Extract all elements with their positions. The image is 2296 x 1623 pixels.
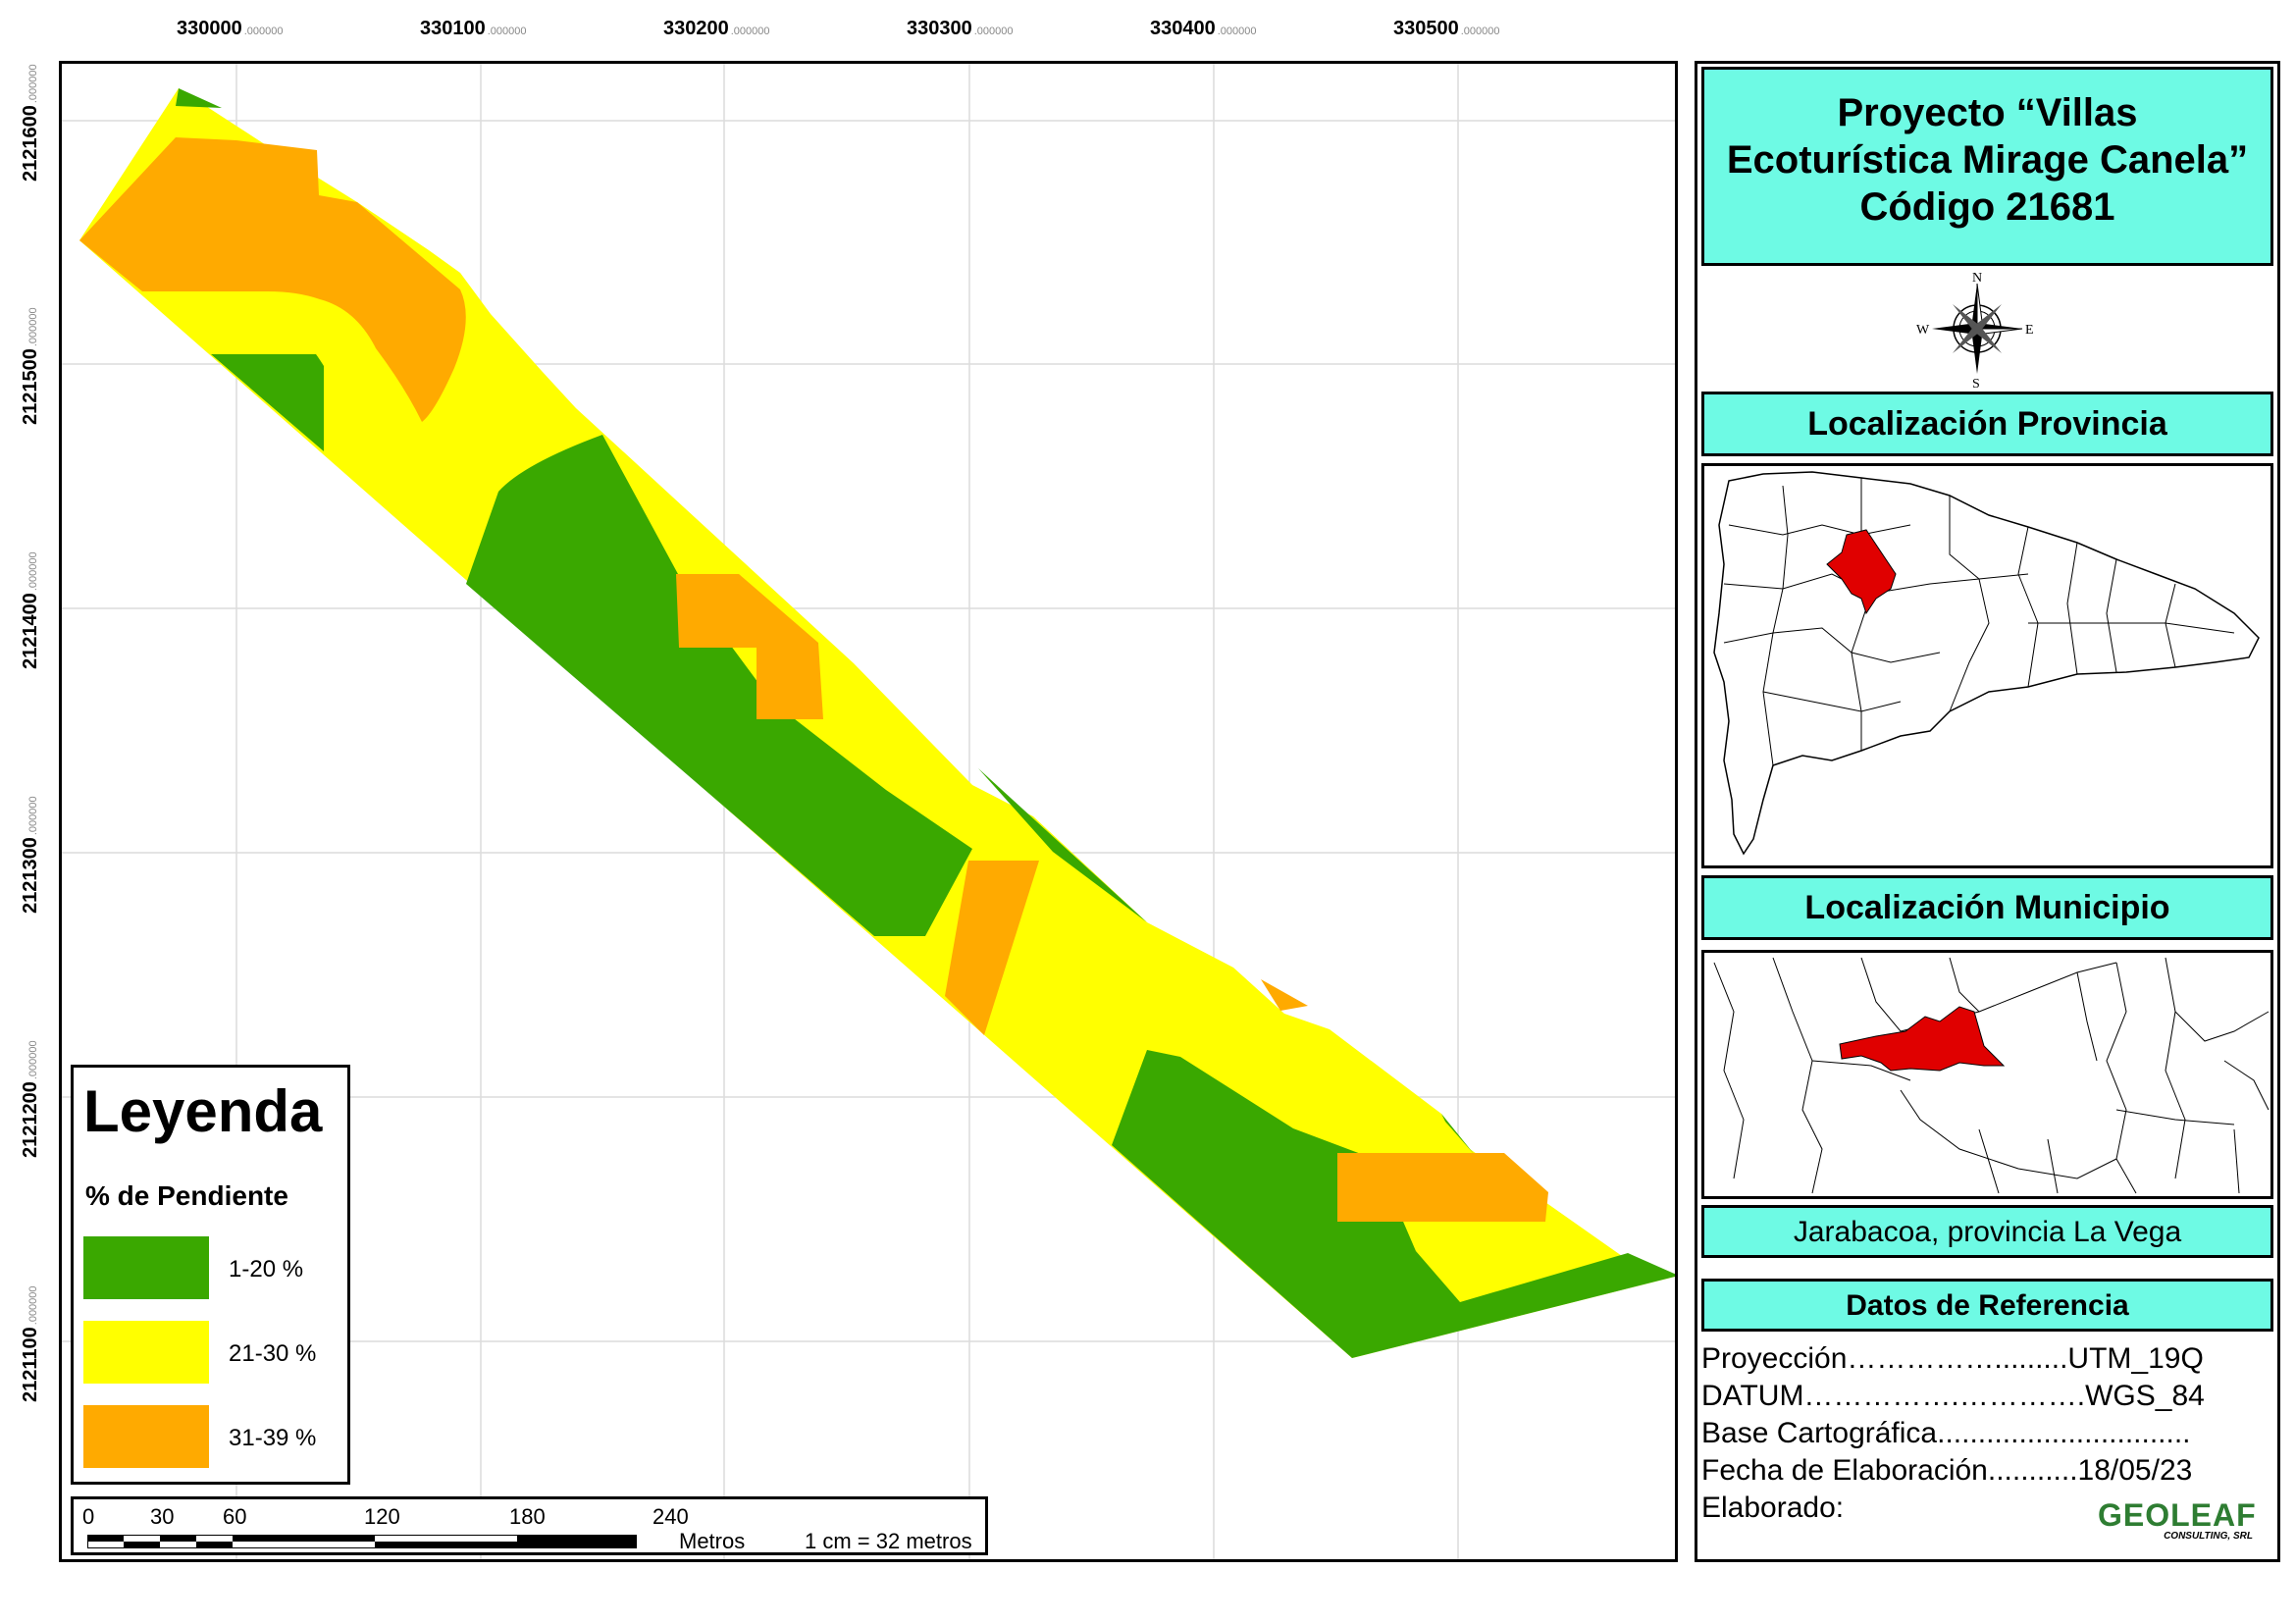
scale-bar: 0 30 60 120 180 240 Metros 1 cm = 32 met… (71, 1496, 988, 1555)
compass-rose-icon: N S W E (1916, 271, 2034, 388)
scale-unit: Metros (679, 1529, 746, 1553)
reference-line-base: Base Cartográfica.......................… (1701, 1417, 2191, 1449)
slope-zone-1-20 (466, 435, 972, 936)
logo-sub: CONSULTING, SRL (2164, 1531, 2253, 1542)
municipality-map-graphic (1713, 957, 2270, 1194)
municipality-highlight (1839, 1006, 2006, 1072)
location-label: Jarabacoa, provincia La Vega (1701, 1205, 2273, 1258)
scale-graphic (87, 1535, 637, 1548)
slope-zone-21-30 (79, 88, 1675, 1358)
scale-tick: 240 (652, 1504, 689, 1529)
scale-tick: 60 (223, 1504, 247, 1529)
compass-s: S (1972, 377, 1980, 388)
legend-swatch-green (83, 1236, 209, 1299)
geoleaf-logo: GEOLEAF CONSULTING, SRL (2098, 1499, 2265, 1558)
x-tick-label: 330500.000000 (1393, 18, 1500, 39)
compass-n: N (1972, 271, 1982, 286)
compass-w: W (1916, 323, 1930, 338)
logo-name: GEOLEAF (2098, 1497, 2257, 1533)
slope-zone-31-39 (1261, 979, 1308, 1011)
slope-map (62, 64, 1675, 1559)
municipio-header: Localización Municipio (1701, 875, 2273, 940)
province-highlight (1826, 529, 1897, 615)
slope-zone-31-39 (676, 574, 823, 719)
slope-zone-1-20 (978, 768, 1147, 922)
slope-zone-1-20 (211, 354, 324, 451)
reference-line-datum: DATUM…………….………….WGS_84 (1701, 1380, 2205, 1412)
slope-zone-31-39 (79, 137, 466, 422)
reference-line-author: Elaborado: (1701, 1492, 1845, 1524)
legend-swatch-orange (83, 1405, 209, 1468)
x-tick-label: 330400.000000 (1150, 18, 1257, 39)
title-box: Proyecto “Villas Ecoturística Mirage Can… (1701, 67, 2273, 266)
map-legend: Leyenda % de Pendiente 1-20 % 21-30 % 31… (71, 1065, 350, 1485)
scale-ratio: 1 cm = 32 metros (805, 1529, 972, 1553)
province-map-graphic (1713, 471, 2260, 856)
legend-swatch-yellow (83, 1321, 209, 1384)
x-tick-label: 330000.000000 (177, 18, 284, 39)
scale-tick: 120 (364, 1504, 400, 1529)
y-tick-label: 2121100.000000 (20, 1285, 41, 1402)
legend-label: 31-39 % (229, 1425, 317, 1451)
reference-header: Datos de Referencia (1701, 1279, 2273, 1332)
reference-line-date: Fecha de Elaboración...........18/05/23 (1701, 1454, 2193, 1487)
title-line: Código 21681 (1859, 185, 2115, 229)
slope-zone-1-20 (1441, 1114, 1475, 1155)
legend-label: 1-20 % (229, 1256, 304, 1283)
slope-zone-1-20 (176, 88, 222, 108)
provincia-header: Localización Provincia (1701, 392, 2273, 456)
compass-e: E (2025, 323, 2034, 338)
x-tick-label: 330300.000000 (907, 18, 1014, 39)
x-tick-label: 330100.000000 (420, 18, 527, 39)
scale-tick: 180 (509, 1504, 546, 1529)
slope-zone-31-39 (1337, 1153, 1548, 1222)
title-line: Ecoturística Mirage Canela” (1726, 138, 2249, 182)
municipality-locator-map[interactable] (1701, 950, 2273, 1199)
scale-tick: 0 (82, 1504, 95, 1529)
legend-label: 21-30 % (229, 1340, 317, 1367)
scale-tick: 30 (150, 1504, 175, 1529)
slope-zone-31-39 (945, 861, 1039, 1035)
title-line: Proyecto “Villas (1837, 91, 2138, 134)
x-tick-label: 330200.000000 (663, 18, 770, 39)
legend-subtitle: % de Pendiente (85, 1180, 288, 1211)
legend-title: Leyenda (83, 1078, 323, 1144)
province-locator-map[interactable] (1701, 463, 2273, 868)
reference-line-projection: Proyección…………….........UTM_19Q (1701, 1342, 2204, 1375)
